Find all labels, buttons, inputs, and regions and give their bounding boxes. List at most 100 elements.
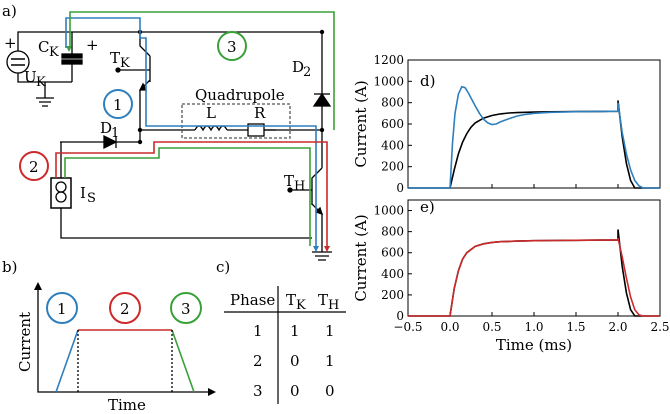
svg-text:2: 2 xyxy=(120,300,130,318)
path-phase-3 xyxy=(69,11,335,130)
y-tick-label: 800 xyxy=(381,96,404,110)
table-header-th-sub: H xyxy=(328,298,339,313)
svg-text:0: 0 xyxy=(325,382,335,400)
plot-frame xyxy=(407,59,661,189)
y-tick-label: 0 xyxy=(396,309,404,323)
phase-marker-1: 1 xyxy=(103,89,133,119)
y-axis-label: Current (A) xyxy=(352,214,370,301)
timing-ylabel: Current xyxy=(16,312,34,372)
y-tick-label: 400 xyxy=(381,138,404,152)
source-label: I xyxy=(80,184,86,202)
diode-d1-label: D xyxy=(100,119,112,137)
series-line-1 xyxy=(408,229,660,317)
switch-tk-icon xyxy=(115,32,151,130)
panel-label-c: c) xyxy=(216,258,230,276)
inductor-label: L xyxy=(206,104,216,122)
phase-marker-2: 2 xyxy=(19,151,49,181)
series-line-2 xyxy=(408,237,660,317)
ground-icon xyxy=(36,82,54,107)
current-source-icon xyxy=(50,142,312,239)
switch-tk-sub: K xyxy=(120,56,130,71)
svg-text:2: 2 xyxy=(29,158,39,176)
voltage-source-icon xyxy=(6,31,72,83)
y-tick-label: 1000 xyxy=(373,204,404,218)
y-tick-label: 1000 xyxy=(373,74,404,88)
table-header-tk: T xyxy=(286,291,296,309)
capacitor-icon xyxy=(61,32,83,82)
plus-sign-c: + xyxy=(86,36,99,54)
x-tick-label: −0.5 xyxy=(393,320,422,334)
svg-text:1: 1 xyxy=(113,96,123,114)
timing-phase-1: 1 xyxy=(46,292,78,324)
svg-text:1: 1 xyxy=(57,300,67,318)
switch-th-sub: H xyxy=(294,179,305,194)
y-tick-label: 600 xyxy=(381,246,404,260)
x-tick-label: 1.0 xyxy=(524,320,543,334)
quadrupole-box xyxy=(181,103,291,139)
capacitor-label: C xyxy=(38,38,49,56)
diode-d1-icon xyxy=(60,130,141,150)
y-tick-label: 0 xyxy=(396,181,404,195)
x-tick-label: 0.5 xyxy=(482,320,501,334)
svg-text:3: 3 xyxy=(227,38,237,56)
switch-tk-label: T xyxy=(110,49,120,67)
panel-label-b: b) xyxy=(2,258,17,276)
series-line-2 xyxy=(408,85,660,189)
voltage-label: U xyxy=(24,68,37,86)
table-row: 3 0 0 xyxy=(253,382,335,400)
y-tick-label: 600 xyxy=(381,117,404,131)
x-tick-label: 2.5 xyxy=(650,320,669,334)
series-line-1 xyxy=(408,100,660,189)
quadrupole-label: Quadrupole xyxy=(195,86,285,104)
path-phase-3b xyxy=(64,147,311,246)
circuit-diagram xyxy=(6,29,332,261)
switch-state-table: Phase T K T H 1 1 1 2 0 1 3 0 0 xyxy=(224,286,346,404)
panel-label-d: d) xyxy=(420,72,435,90)
switch-th-icon xyxy=(287,130,324,252)
timing-diagram xyxy=(34,282,216,396)
diode-d2-label: D xyxy=(292,58,304,76)
table-header-phase: Phase xyxy=(230,291,275,309)
table-row: 2 0 1 xyxy=(253,352,335,370)
ground-right-icon xyxy=(312,251,332,261)
plus-sign-u: + xyxy=(4,34,17,52)
path-phase-2 xyxy=(55,141,328,246)
svg-text:1: 1 xyxy=(290,322,300,340)
svg-text:0: 0 xyxy=(290,382,300,400)
svg-text:1: 1 xyxy=(253,322,263,340)
svg-text:3: 3 xyxy=(181,300,191,318)
diode-d1-sub: 1 xyxy=(111,126,119,141)
y-tick-label: 800 xyxy=(381,225,404,239)
table-header-th: T xyxy=(318,291,328,309)
switch-th-label: T xyxy=(284,172,294,190)
y-tick-label: 1200 xyxy=(373,53,404,67)
table-header-tk-sub: K xyxy=(296,298,306,313)
diode-d2-icon xyxy=(312,32,332,130)
path-phase-1 xyxy=(65,17,317,246)
svg-text:1: 1 xyxy=(325,322,335,340)
y-tick-label: 200 xyxy=(381,160,404,174)
chart-e: 0 200 400 600 800 1000 −0.5 0.0 0.5 1.0 1.5 2.0 2.5 C… xyxy=(352,199,670,354)
capacitor-sub: K xyxy=(49,45,59,60)
panel-label-e: e) xyxy=(420,198,435,216)
resistor-label: R xyxy=(254,104,266,122)
svg-text:2: 2 xyxy=(253,352,263,370)
svg-text:0: 0 xyxy=(290,352,300,370)
svg-text:1: 1 xyxy=(325,352,335,370)
timing-phase-2: 2 xyxy=(109,292,141,324)
x-tick-label: 2.0 xyxy=(608,320,627,334)
svg-text:3: 3 xyxy=(253,382,263,400)
panel-label-a: a) xyxy=(2,2,17,20)
timing-phase-3: 3 xyxy=(170,292,202,324)
voltage-sub: K xyxy=(36,75,46,90)
timing-xlabel: Time xyxy=(108,396,146,414)
y-tick-label: 200 xyxy=(381,288,404,302)
x-tick-label: 1.5 xyxy=(566,320,585,334)
x-tick-label: 0.0 xyxy=(440,320,459,334)
table-row: 1 1 1 xyxy=(253,322,335,340)
diode-d2-sub: 2 xyxy=(303,65,311,80)
phase-marker-3: 3 xyxy=(217,31,247,61)
x-axis-label: Time (ms) xyxy=(496,336,572,354)
